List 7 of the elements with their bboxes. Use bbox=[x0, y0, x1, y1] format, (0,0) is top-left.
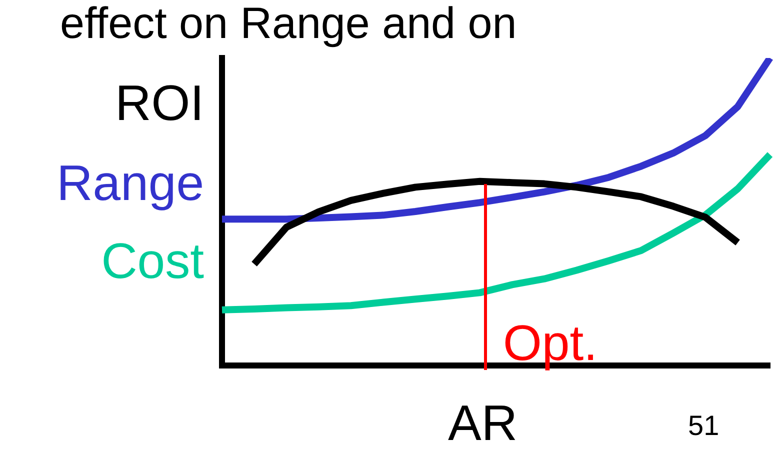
text: ROI bbox=[115, 75, 204, 131]
annotation: Opt. bbox=[503, 315, 598, 371]
text: 51 bbox=[688, 410, 720, 441]
series-label: Cost bbox=[101, 233, 204, 289]
x-axis-title: AR bbox=[448, 395, 518, 450]
chart-title: effect on Range and on bbox=[60, 0, 517, 48]
series-label: Range bbox=[56, 155, 204, 211]
